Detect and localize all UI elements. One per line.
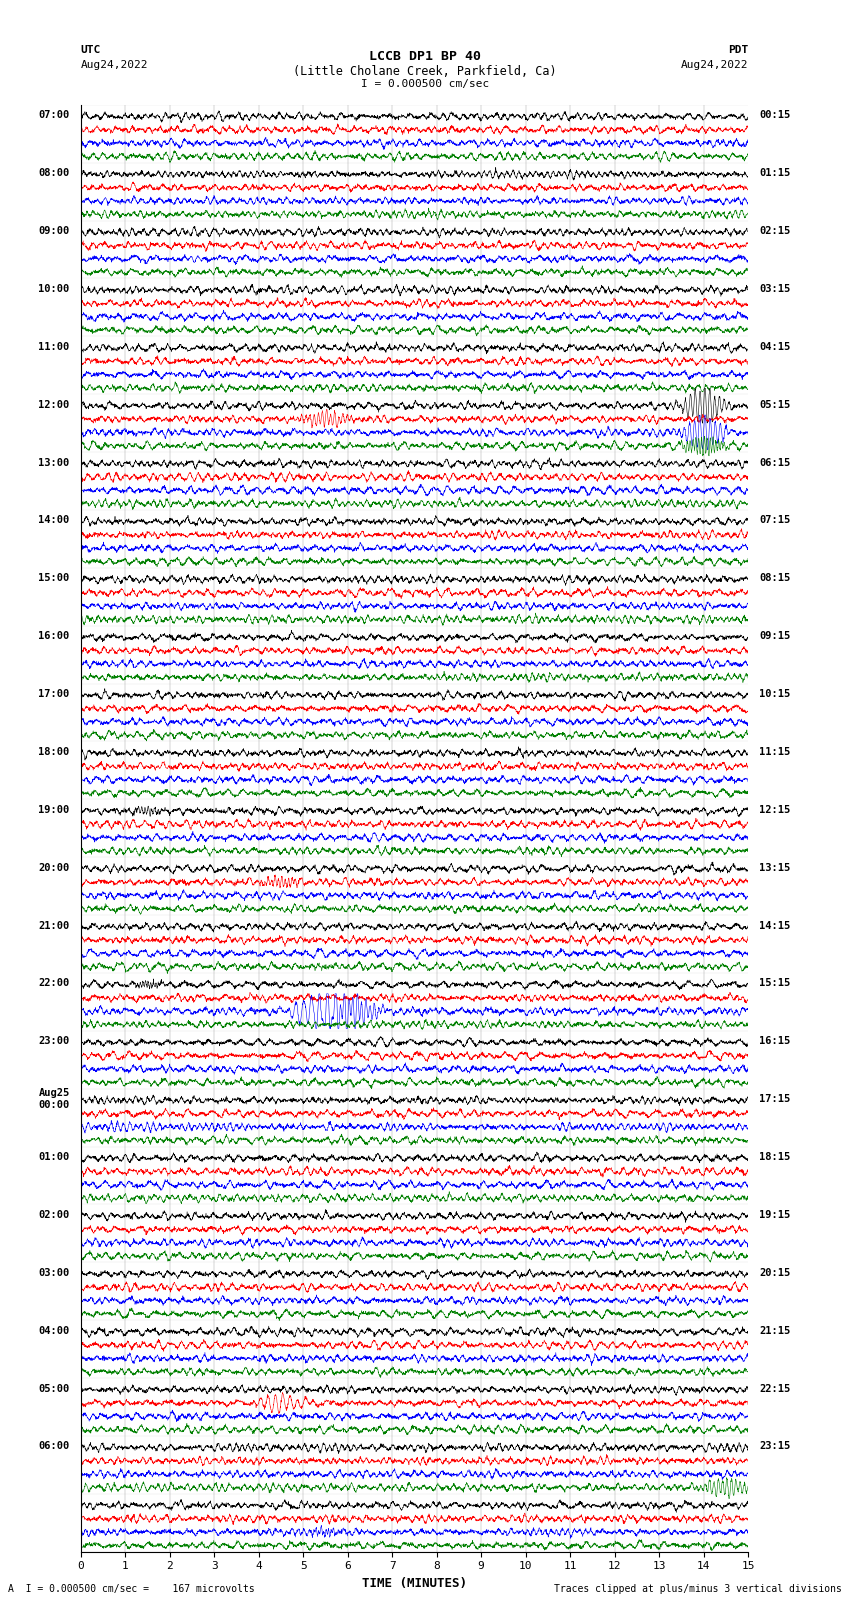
Text: 17:15: 17:15 — [759, 1094, 791, 1105]
Text: 18:00: 18:00 — [38, 747, 70, 756]
Text: A  I = 0.000500 cm/sec =    167 microvolts: A I = 0.000500 cm/sec = 167 microvolts — [8, 1584, 255, 1594]
Text: 06:15: 06:15 — [759, 458, 791, 468]
Text: 11:15: 11:15 — [759, 747, 791, 756]
Text: 08:00: 08:00 — [38, 168, 70, 177]
Text: Traces clipped at plus/minus 3 vertical divisions: Traces clipped at plus/minus 3 vertical … — [553, 1584, 842, 1594]
X-axis label: TIME (MINUTES): TIME (MINUTES) — [362, 1578, 467, 1590]
Text: 09:00: 09:00 — [38, 226, 70, 235]
Text: I = 0.000500 cm/sec: I = 0.000500 cm/sec — [361, 79, 489, 89]
Text: UTC: UTC — [81, 45, 101, 55]
Text: 01:15: 01:15 — [759, 168, 791, 177]
Text: 04:15: 04:15 — [759, 342, 791, 352]
Text: 02:15: 02:15 — [759, 226, 791, 235]
Text: 05:15: 05:15 — [759, 400, 791, 410]
Text: 10:15: 10:15 — [759, 689, 791, 698]
Text: 07:00: 07:00 — [38, 110, 70, 121]
Text: LCCB DP1 BP 40: LCCB DP1 BP 40 — [369, 50, 481, 63]
Text: 09:15: 09:15 — [759, 631, 791, 640]
Text: Aug24,2022: Aug24,2022 — [681, 60, 748, 69]
Text: 03:00: 03:00 — [38, 1268, 70, 1277]
Text: 17:00: 17:00 — [38, 689, 70, 698]
Text: 22:00: 22:00 — [38, 979, 70, 989]
Text: 14:15: 14:15 — [759, 921, 791, 931]
Text: 02:00: 02:00 — [38, 1210, 70, 1219]
Text: 19:15: 19:15 — [759, 1210, 791, 1219]
Text: 03:15: 03:15 — [759, 284, 791, 294]
Text: 14:00: 14:00 — [38, 516, 70, 526]
Text: 21:00: 21:00 — [38, 921, 70, 931]
Text: 20:00: 20:00 — [38, 863, 70, 873]
Text: 18:15: 18:15 — [759, 1152, 791, 1161]
Text: 16:00: 16:00 — [38, 631, 70, 640]
Text: 11:00: 11:00 — [38, 342, 70, 352]
Text: 04:00: 04:00 — [38, 1326, 70, 1336]
Text: 13:15: 13:15 — [759, 863, 791, 873]
Text: 05:00: 05:00 — [38, 1384, 70, 1394]
Text: 15:00: 15:00 — [38, 573, 70, 584]
Text: 16:15: 16:15 — [759, 1036, 791, 1047]
Text: 12:00: 12:00 — [38, 400, 70, 410]
Text: Aug25
00:00: Aug25 00:00 — [38, 1089, 70, 1110]
Text: 20:15: 20:15 — [759, 1268, 791, 1277]
Text: 12:15: 12:15 — [759, 805, 791, 815]
Text: 21:15: 21:15 — [759, 1326, 791, 1336]
Text: 15:15: 15:15 — [759, 979, 791, 989]
Text: Aug24,2022: Aug24,2022 — [81, 60, 148, 69]
Text: PDT: PDT — [728, 45, 748, 55]
Text: 13:00: 13:00 — [38, 458, 70, 468]
Text: (Little Cholane Creek, Parkfield, Ca): (Little Cholane Creek, Parkfield, Ca) — [293, 65, 557, 77]
Text: 19:00: 19:00 — [38, 805, 70, 815]
Text: 22:15: 22:15 — [759, 1384, 791, 1394]
Text: 23:00: 23:00 — [38, 1036, 70, 1047]
Text: 23:15: 23:15 — [759, 1442, 791, 1452]
Text: 07:15: 07:15 — [759, 516, 791, 526]
Text: 10:00: 10:00 — [38, 284, 70, 294]
Text: 01:00: 01:00 — [38, 1152, 70, 1161]
Text: 00:15: 00:15 — [759, 110, 791, 121]
Text: 06:00: 06:00 — [38, 1442, 70, 1452]
Text: 08:15: 08:15 — [759, 573, 791, 584]
